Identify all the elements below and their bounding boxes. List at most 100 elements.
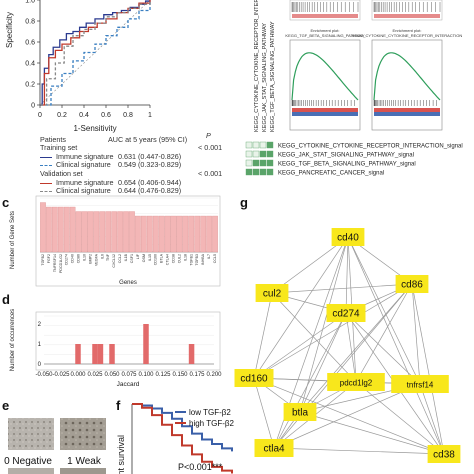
ihc-label-weak: 1 Weak xyxy=(67,456,102,467)
gene-bar-OSM xyxy=(141,215,147,253)
gene-bar-CCL5 xyxy=(212,215,218,253)
jaccard-ytick-2: 2 xyxy=(38,322,42,328)
gene-tick-IL6: IL6 xyxy=(100,254,104,259)
network-edge-cul2-cd160 xyxy=(253,292,273,379)
jaccard-ylabel: Number of occurrences xyxy=(10,309,16,371)
network-node-ctla4[interactable]: ctla4 xyxy=(254,439,294,457)
network-node-pdcd1lg2[interactable]: pdcd1lg2 xyxy=(327,373,385,391)
enrichment-title-2: Enrichment plot: KEGG_CYTOKINE_CYTOKINE_R… xyxy=(352,28,463,38)
panel-label-d: d xyxy=(2,292,10,307)
jaccard-ytick-1: 1 xyxy=(38,342,42,348)
auc-col-auc: AUC at 5 years (95% CI) xyxy=(108,135,188,144)
gsea-legend-item-0: KEGG_CYTOKINE_CYTOKINE_RECEPTOR_INTERACT… xyxy=(278,144,463,150)
gene-bar-CTLA4 xyxy=(164,215,171,253)
gsea-label-0: KEGG_CYTOKINE_CYTOKINE_RECEPTOR_INTERACT… xyxy=(254,0,260,132)
gene-tick-IL7: IL7 xyxy=(207,254,211,259)
network-edge-cd86-pdcd1lg2 xyxy=(355,283,413,383)
network-node-cd38[interactable]: cd38 xyxy=(427,445,461,463)
roc-ytick-3: 0.6 xyxy=(25,40,35,47)
gene-bar-BMP2 xyxy=(87,211,94,253)
jaccard-xtick-9: 0.175 xyxy=(189,372,205,378)
ihc-image-row2 xyxy=(8,468,106,474)
roc-ytick-5: 1.0 xyxy=(25,0,35,5)
roc-xtick-4: 0.8 xyxy=(123,112,133,119)
roc-xtick-5: 1 xyxy=(148,112,152,119)
gene-tick-TNF: TNF xyxy=(106,253,110,261)
jaccard-xtick-6: 0.100 xyxy=(138,372,154,378)
gene-bar-IL7 xyxy=(206,215,212,253)
network-node-label: pdcd1lg2 xyxy=(340,379,373,388)
gene-bar-CD38 xyxy=(170,215,177,253)
enrichment-plot-cytokine: Enrichment plot: KEGG_CYTOKINE_CYTOKINE_R… xyxy=(352,28,463,131)
jaccard-xtick-7: 0.125 xyxy=(155,372,171,378)
auc-validation-label: Validation set xyxy=(40,169,83,178)
gene-bar-IL6 xyxy=(99,211,106,253)
network-node-label: btla xyxy=(292,408,309,419)
jaccard-xtick-1: -0.025 xyxy=(52,372,70,378)
km-pvalue: P<0.001*** xyxy=(178,462,223,472)
network-node-cd274[interactable]: cd274 xyxy=(326,304,366,322)
network-node-label: cd40 xyxy=(337,233,359,244)
network-edge-cd86-cd160 xyxy=(253,283,413,379)
network-edge-cd86-cd38 xyxy=(411,283,445,455)
network-edge-cd40-tnfrsf14 xyxy=(347,236,421,385)
auc-val-immune-name: Immune signature xyxy=(56,178,114,187)
ihc-label-negative: 0 Negative xyxy=(4,456,52,467)
jaccard-xtick-4: 0.050 xyxy=(104,372,120,378)
network-edge-tnfrsf14-ctla4 xyxy=(273,383,421,449)
gene-tick-CD40: CD40 xyxy=(71,254,75,263)
network-node-label: cd274 xyxy=(332,309,360,320)
network-node-tnfrsf14[interactable]: tnfrsf14 xyxy=(391,375,449,393)
gene-tick-CD86: CD86 xyxy=(77,254,81,263)
network-node-cd160[interactable]: cd160 xyxy=(234,369,274,387)
gene-bar-TNF xyxy=(105,211,112,253)
network-node-label: cd160 xyxy=(240,374,268,385)
network-node-label: cd38 xyxy=(433,450,455,461)
auc-train-clinical-swatch xyxy=(40,161,52,170)
jaccard-xtick-8: 0.150 xyxy=(172,372,188,378)
gene-bar-CSF1 xyxy=(129,211,135,253)
km-legend: low TGF-β2 high TGF-β2 xyxy=(175,408,234,428)
jaccard-bar-3 xyxy=(109,344,115,364)
auc-val-clinical-name: Clinical signature xyxy=(56,186,111,195)
network-node-btla[interactable]: btla xyxy=(283,403,317,421)
gsea-legend-item-1: KEGG_JAK_STAT_SIGNALING_PATHWAY_signal xyxy=(278,153,414,159)
gene-bar-TGFB1 xyxy=(188,215,195,253)
jaccard-bar-4 xyxy=(143,324,149,364)
gene-sets-chart: TGFB2 FGF2 TNFRSF14 PDCD1LG2 CD274 CD40 CD86 IL… xyxy=(10,195,221,287)
gene-tick-CUL2: CUL2 xyxy=(177,254,181,263)
panel-label-f: f xyxy=(116,398,121,413)
km-ylabel: sent survival xyxy=(116,435,126,474)
gene-tick-IL15: IL15 xyxy=(148,254,152,261)
gene-bar-IL1B xyxy=(123,211,129,253)
jaccard-bar-1 xyxy=(92,344,98,364)
km-legend-high: high TGF-β2 xyxy=(189,419,234,428)
gene-tick-TNFRSF14: TNFRSF14 xyxy=(53,254,57,272)
roc-ylabel: Specificity xyxy=(5,12,14,48)
auc-val-immune-auc: 0.654 (0.406-0.944) xyxy=(118,178,182,187)
network-edge-cd274-cd160 xyxy=(253,312,347,379)
auc-col-patients: Patients xyxy=(40,135,66,144)
gene-tick-CXCL12: CXCL12 xyxy=(112,254,116,268)
jaccard-xtick-2: 0.000 xyxy=(70,372,86,378)
jaccard-xtick-5: 0.075 xyxy=(121,372,137,378)
roc-series-3 xyxy=(40,0,151,106)
network-node-cd86[interactable]: cd86 xyxy=(395,275,429,293)
panel-label-g: g xyxy=(240,195,248,210)
gene-tick-CTLA4: CTLA4 xyxy=(166,254,170,265)
jaccard-bar-0 xyxy=(75,344,81,364)
gene-bar-IL10 xyxy=(81,211,88,253)
jaccard-xtick-0: -0.050 xyxy=(35,372,53,378)
gene-tick-CSF1: CSF1 xyxy=(130,254,134,263)
network-node-label: cul2 xyxy=(263,289,282,300)
auc-validation-p: < 0.001 xyxy=(198,169,223,178)
network-edge-cd160-ctla4 xyxy=(253,377,275,449)
auc-train-immune-auc: 0.631 (0.447-0.826) xyxy=(118,152,182,161)
network-node-cul2[interactable]: cul2 xyxy=(255,284,289,302)
gene-tick-BMP2: BMP2 xyxy=(88,254,92,264)
auc-val-immune-swatch xyxy=(40,179,52,188)
panel-label-e: e xyxy=(2,398,9,413)
gene-tick-LIF: LIF xyxy=(136,253,140,259)
network-node-cd40[interactable]: cd40 xyxy=(331,228,365,246)
